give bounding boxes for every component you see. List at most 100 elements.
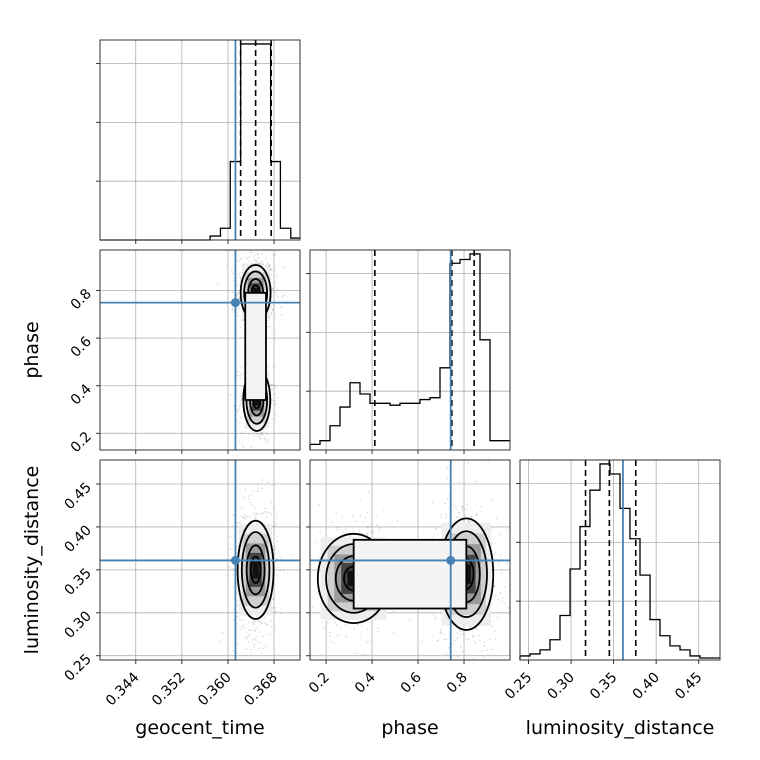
phase-vs-luminosity-distance-density-panel: 0.2 0.4 0.6 0.8 — [306, 459, 511, 697]
phase-vs-luminosity-distance-sample-point — [314, 541, 316, 543]
phase-vs-luminosity-distance-sample-point — [453, 669, 455, 671]
phase-vs-luminosity-distance-sample-point — [372, 531, 375, 534]
geocent-time-vs-phase-sample-point — [263, 437, 266, 440]
geocent-time-vs-phase-sample-point — [267, 439, 270, 442]
geocent-time-vs-luminosity-distance-sample-point — [237, 643, 239, 646]
x-axis-label-geocent-time: geocent_time — [135, 717, 264, 739]
phase-vs-luminosity-distance-sample-point — [491, 527, 494, 530]
geocent-time-vs-phase-sample-point — [267, 365, 269, 368]
geocent-time-vs-phase-sample-point — [240, 366, 243, 369]
phase-vs-luminosity-distance-sample-point — [330, 640, 333, 643]
geocent-time-vs-phase-sample-point — [262, 263, 264, 266]
geocent-time-vs-luminosity-distance-sample-point — [259, 641, 261, 644]
geocent-time-vs-phase-sample-point — [267, 463, 269, 465]
geocent-time-vs-phase-sample-point — [271, 332, 274, 335]
phase-vs-luminosity-distance-sample-point — [468, 664, 470, 666]
geocent-time-vs-phase-sample-point — [265, 264, 268, 267]
phase-vs-luminosity-distance-sample-point — [364, 516, 367, 519]
phase-vs-luminosity-distance-sample-point — [495, 517, 498, 520]
phase-vs-luminosity-distance-sample-point — [344, 624, 347, 626]
geocent-time-vs-luminosity-distance-sample-point — [276, 566, 279, 569]
geocent-time-vs-luminosity-distance-sample-point — [268, 512, 271, 514]
geocent-time-vs-luminosity-distance-sample-point — [256, 614, 258, 617]
phase-vs-luminosity-distance-sample-point — [466, 503, 469, 506]
phase-vs-luminosity-distance-sample-point — [354, 652, 357, 655]
phase-vs-luminosity-distance-sample-point — [328, 635, 331, 638]
phase-vs-luminosity-distance-sample-point — [365, 525, 368, 528]
geocent-time-vs-phase-sample-point — [246, 257, 249, 259]
geocent-time-vs-phase-sample-point — [270, 273, 273, 276]
phase-vs-luminosity-distance-sample-point — [440, 513, 443, 516]
phase-vs-luminosity-distance-sample-point — [457, 511, 460, 514]
phase-vs-luminosity-distance-sample-point — [467, 638, 470, 640]
geocent-time-vs-phase-sample-point — [271, 287, 274, 290]
geocent-time-vs-luminosity-distance-sample-point — [239, 628, 242, 631]
geocent-time-vs-phase-sample-point — [251, 251, 253, 254]
phase-vs-luminosity-distance-sample-point — [434, 616, 437, 619]
geocent-time-vs-luminosity-distance-sample-point — [271, 484, 274, 487]
luminosity-distance-x-tick-label: 0.25 — [502, 670, 535, 703]
geocent-time-vs-phase-sample-point — [236, 374, 239, 377]
geocent-time-vs-phase-sample-point — [245, 265, 248, 267]
phase-vs-luminosity-distance-sample-point — [490, 668, 492, 670]
geocent-time-vs-phase-sample-point — [253, 259, 256, 262]
phase-vs-luminosity-distance-sample-point — [356, 624, 359, 627]
phase-vs-luminosity-distance-sample-point — [443, 638, 446, 641]
geocent-time-vs-luminosity-distance-sample-point — [276, 523, 278, 525]
phase-vs-luminosity-distance-sample-point — [454, 488, 457, 491]
geocent-time-vs-luminosity-distance-sample-point — [237, 604, 239, 606]
phase-vs-luminosity-distance-sample-point — [472, 635, 475, 638]
geocent-time-vs-phase-sample-point — [232, 279, 235, 282]
geocent-time-vs-luminosity-distance-sample-point — [256, 490, 259, 493]
phase-vs-luminosity-distance-sample-point — [467, 520, 470, 523]
phase-vs-luminosity-distance-sample-point — [392, 631, 395, 634]
phase-vs-luminosity-distance-sample-point — [492, 620, 495, 623]
geocent-time-vs-luminosity-distance-sample-point — [258, 513, 261, 515]
geocent-time-vs-phase-sample-point — [271, 308, 274, 311]
phase-vs-luminosity-distance-sample-point — [461, 507, 463, 509]
geocent-time-vs-luminosity-distance-sample-point — [230, 548, 232, 551]
geocent-time-vs-phase-sample-point — [255, 433, 258, 435]
phase-vs-luminosity-distance-sample-point — [479, 511, 482, 513]
geocent-time-vs-luminosity-distance-sample-point — [248, 634, 251, 636]
geocent-time-vs-luminosity-distance-sample-point — [265, 516, 268, 519]
geocent-time-vs-phase-sample-point — [259, 437, 261, 440]
geocent-time-vs-luminosity-distance-sample-point — [265, 507, 268, 510]
geocent-time-vs-luminosity-distance-sample-point — [232, 649, 234, 652]
phase-vs-luminosity-distance-sample-point — [472, 635, 475, 638]
geocent-time-vs-phase-sample-point — [261, 431, 264, 434]
phase-vs-luminosity-distance-sample-point — [337, 634, 340, 637]
phase-vs-luminosity-distance-sample-point — [376, 524, 379, 527]
geocent-time-vs-phase-sample-point — [242, 373, 245, 376]
phase-vs-luminosity-distance-sample-point — [439, 630, 442, 633]
geocent-time-vs-luminosity-distance-sample-point — [232, 573, 235, 576]
phase-vs-luminosity-distance-sample-point — [366, 628, 369, 631]
phase-vs-luminosity-distance-sample-point — [369, 530, 372, 533]
phase-vs-luminosity-distance-sample-point — [366, 532, 369, 535]
geocent-time-vs-phase-sample-point — [263, 245, 265, 247]
geocent-time-vs-luminosity-distance-sample-point — [260, 621, 263, 624]
phase-vs-luminosity-distance-sample-point — [366, 511, 369, 514]
phase-vs-luminosity-distance-sample-point — [311, 606, 314, 609]
phase-vs-luminosity-distance-sample-point — [454, 505, 457, 507]
geocent-time-vs-luminosity-distance-sample-point — [254, 514, 257, 517]
geocent-time-vs-phase-sample-point — [239, 326, 242, 329]
phase-vs-luminosity-distance-sample-point — [461, 505, 464, 508]
y-axis-label-luminosity-distance: luminosity_distance — [21, 466, 43, 655]
geocent-time-vs-luminosity-distance-sample-point — [272, 507, 275, 510]
phase-vs-luminosity-distance-sample-point — [486, 649, 488, 651]
phase-vs-luminosity-distance-sample-point — [458, 511, 461, 514]
geocent-time-vs-phase-sample-point — [239, 277, 242, 280]
phase-vs-luminosity-distance-sample-point — [475, 642, 477, 645]
phase-vs-luminosity-distance-sample-point — [493, 585, 496, 588]
geocent-time-vs-phase-y-tick-label: 0.8 — [68, 286, 95, 313]
geocent-time-vs-phase-sample-point — [264, 264, 267, 267]
phase-vs-luminosity-distance-sample-point — [473, 657, 475, 660]
geocent-time-vs-phase-sample-point — [261, 433, 264, 436]
geocent-time-vs-luminosity-distance-sample-point — [229, 566, 232, 569]
geocent-time-vs-luminosity-distance-sample-point — [225, 573, 227, 576]
geocent-time-vs-luminosity-distance-sample-point — [232, 514, 234, 517]
geocent-time-vs-phase-sample-point — [239, 416, 242, 419]
geocent-time-vs-luminosity-distance-sample-point — [227, 565, 230, 568]
geocent-time-vs-luminosity-distance-sample-point — [249, 501, 252, 504]
